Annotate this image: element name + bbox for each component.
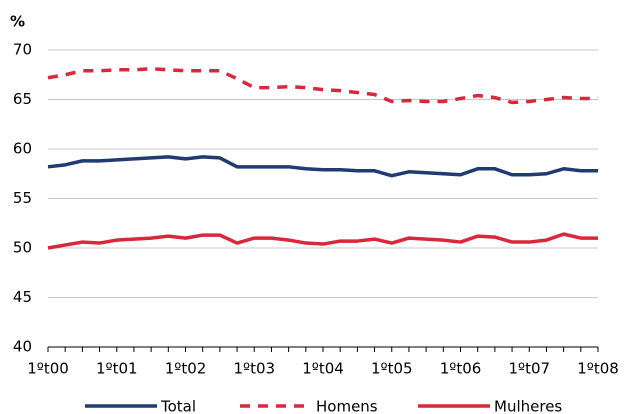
y-tick-label: 50: [13, 239, 32, 257]
legend-label: Homens: [316, 398, 378, 414]
x-tick-label: 1ºt03: [233, 360, 275, 378]
line-series: [47, 67, 598, 105]
x-tick-label: 1ºt01: [96, 360, 138, 378]
y-tick-label: 45: [13, 288, 32, 306]
y-tick-label: 40: [13, 338, 32, 356]
x-tick-label: 1ºt08: [577, 360, 619, 378]
legend-label: Total: [160, 398, 196, 414]
y-tick-label: 70: [13, 41, 32, 59]
line-series: [47, 232, 598, 250]
legend-label: Mulheres: [494, 398, 562, 414]
y-tick-label: 60: [13, 140, 32, 158]
y-tick-label: 65: [13, 90, 32, 108]
x-tick-label: 1ºt00: [27, 360, 69, 378]
y-unit: %: [10, 13, 25, 31]
y-tick-label: 55: [13, 189, 32, 207]
x-tick-label: 1ºt02: [165, 360, 207, 378]
line-series: [47, 155, 598, 178]
x-tick-label: 1ºt04: [302, 360, 344, 378]
x-tick-label: 1ºt06: [440, 360, 482, 378]
x-tick-label: 1ºt07: [508, 360, 550, 378]
x-tick-label: 1ºt05: [371, 360, 413, 378]
